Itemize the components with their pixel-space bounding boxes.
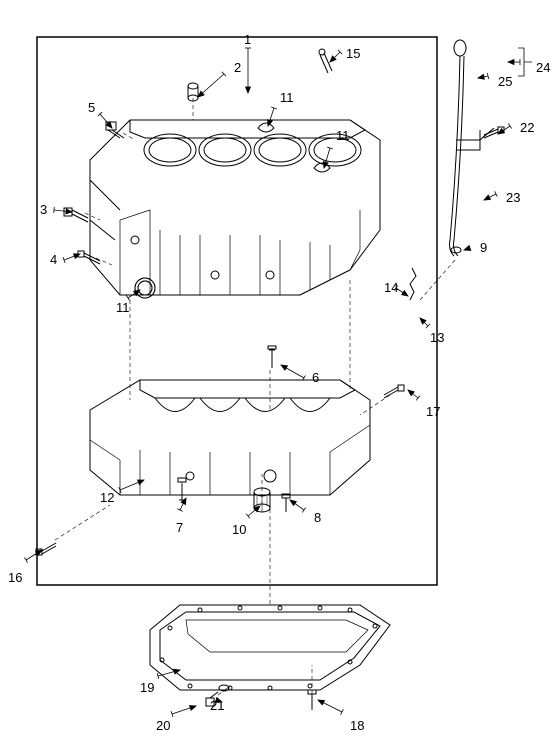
callout-10: 10 (232, 522, 246, 537)
diagram-container: 1234567891011111112131415161718192021222… (0, 0, 558, 746)
callout-4: 4 (50, 252, 57, 267)
plug-11a (258, 123, 274, 132)
callout-9: 9 (480, 240, 487, 255)
callout-14: 14 (384, 280, 398, 295)
callout-leaders (24, 48, 520, 717)
callout-8: 8 (314, 510, 321, 525)
callout-11c: 11 (116, 300, 130, 315)
callout-21: 21 (210, 698, 224, 713)
callout-5: 5 (88, 100, 95, 115)
callout-22: 22 (520, 120, 534, 135)
bolt-4 (78, 251, 100, 264)
callout-16: 16 (8, 570, 22, 585)
bounding-rect (37, 37, 437, 585)
callout-19: 19 (140, 680, 154, 695)
bolt-17 (384, 385, 404, 398)
callout-3: 3 (40, 202, 47, 217)
bolt-6 (268, 346, 276, 368)
callout-17: 17 (426, 404, 440, 419)
dipstick-tube (450, 40, 495, 256)
callout-7: 7 (176, 520, 183, 535)
callout-1: 1 (244, 32, 251, 47)
callout-13: 13 (430, 330, 444, 345)
tube-13 (410, 268, 416, 300)
callout-11b: 11 (336, 128, 350, 143)
oil-pan (150, 605, 390, 690)
plug-11c (135, 278, 155, 298)
callout-20: 20 (156, 718, 170, 733)
callout-6: 6 (312, 370, 319, 385)
technical-drawing (0, 0, 558, 746)
bed-plate (90, 380, 370, 495)
callout-2: 2 (234, 60, 241, 75)
callout-24: 24 (536, 60, 550, 75)
callout-25: 25 (498, 74, 512, 89)
callout-18: 18 (350, 718, 364, 733)
callout-23: 23 (506, 190, 520, 205)
bolt-8 (282, 494, 290, 512)
callout-12: 12 (100, 490, 114, 505)
callout-11a: 11 (280, 90, 294, 105)
callout-15: 15 (346, 46, 360, 61)
cylinder-block (90, 120, 380, 298)
